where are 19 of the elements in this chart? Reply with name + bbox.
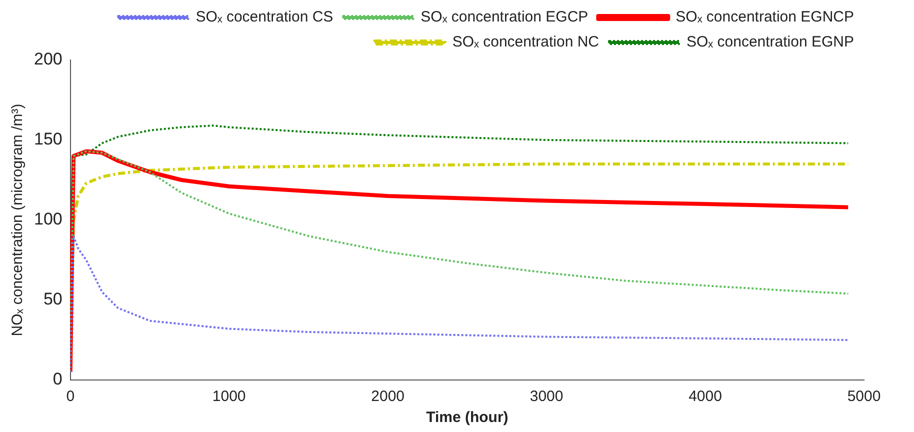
x-tick-label: 3000 bbox=[530, 388, 564, 406]
y-tick-label: 150 bbox=[34, 130, 62, 149]
y-tick-label: 0 bbox=[52, 370, 62, 389]
legend-label: SOₓ concentration EGNCP bbox=[676, 8, 854, 26]
x-tick-label: 2000 bbox=[371, 388, 405, 406]
line-series bbox=[70, 235, 850, 373]
y-tick-label: 200 bbox=[34, 50, 62, 69]
x-tick-label: 1000 bbox=[212, 388, 246, 406]
y-tick-label: 100 bbox=[34, 210, 62, 229]
legend-label: SOₓ concentration EGNP bbox=[686, 34, 854, 51]
y-axis-title: NOₓ concentration (microgram /m³) bbox=[9, 104, 26, 336]
x-tick-label: 5000 bbox=[847, 388, 881, 406]
x-tick-label: 0 bbox=[66, 388, 75, 406]
legend-label: SOₓ concentration NC bbox=[452, 34, 600, 51]
legend-label: SOₓ cocentration CS bbox=[196, 8, 334, 26]
legend-label: SOₓ concentration EGCP bbox=[420, 8, 588, 26]
x-tick-label: 4000 bbox=[688, 388, 722, 406]
y-tick-label: 50 bbox=[43, 290, 62, 309]
x-axis-title: Time (hour) bbox=[426, 409, 508, 426]
